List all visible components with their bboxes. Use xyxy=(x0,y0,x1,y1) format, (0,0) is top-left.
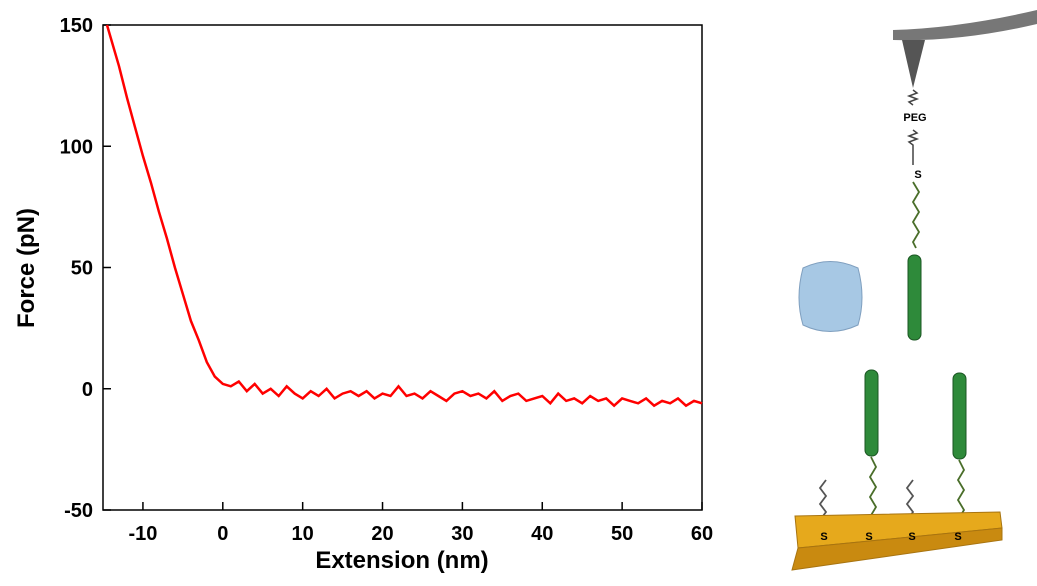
sulfur-label: S xyxy=(954,531,961,543)
alkyl-linker xyxy=(911,181,921,249)
diagram: PEG S S S S S xyxy=(791,10,1037,571)
x-tick-label: 10 xyxy=(292,523,314,545)
x-tick-label: 50 xyxy=(611,523,633,545)
rod xyxy=(907,254,922,341)
barrel xyxy=(798,261,863,332)
x-tick-label: 20 xyxy=(371,523,393,545)
cantilever xyxy=(893,10,1037,41)
sulfur-label: S xyxy=(820,531,827,543)
x-tick-label: 0 xyxy=(217,523,228,545)
y-tick-label: 150 xyxy=(60,15,93,37)
peg-linker xyxy=(906,89,920,106)
y-tick-label: 0 xyxy=(82,379,93,401)
gold-surface-side xyxy=(791,527,1003,571)
y-tick-label: 50 xyxy=(71,258,93,280)
y-axis-label: Force (pN) xyxy=(13,208,40,328)
sulfur-label: S xyxy=(908,531,915,543)
x-tick-label: 30 xyxy=(451,523,473,545)
plot-frame xyxy=(102,24,703,511)
data-line xyxy=(105,24,703,408)
y-tick-label: 100 xyxy=(60,136,93,158)
sulfur-label: S xyxy=(914,169,921,181)
sulfur-label: S xyxy=(865,531,872,543)
x-axis-label: Extension (nm) xyxy=(315,547,488,574)
y-tick-label: -50 xyxy=(64,500,93,522)
tip xyxy=(902,40,925,88)
peg-label: PEG xyxy=(903,112,926,124)
rod xyxy=(864,369,879,457)
rod xyxy=(952,372,967,460)
x-tick-label: 40 xyxy=(531,523,553,545)
x-tick-label: -10 xyxy=(128,523,157,545)
peg-linker xyxy=(906,129,920,165)
x-tick-label: 60 xyxy=(691,523,713,545)
